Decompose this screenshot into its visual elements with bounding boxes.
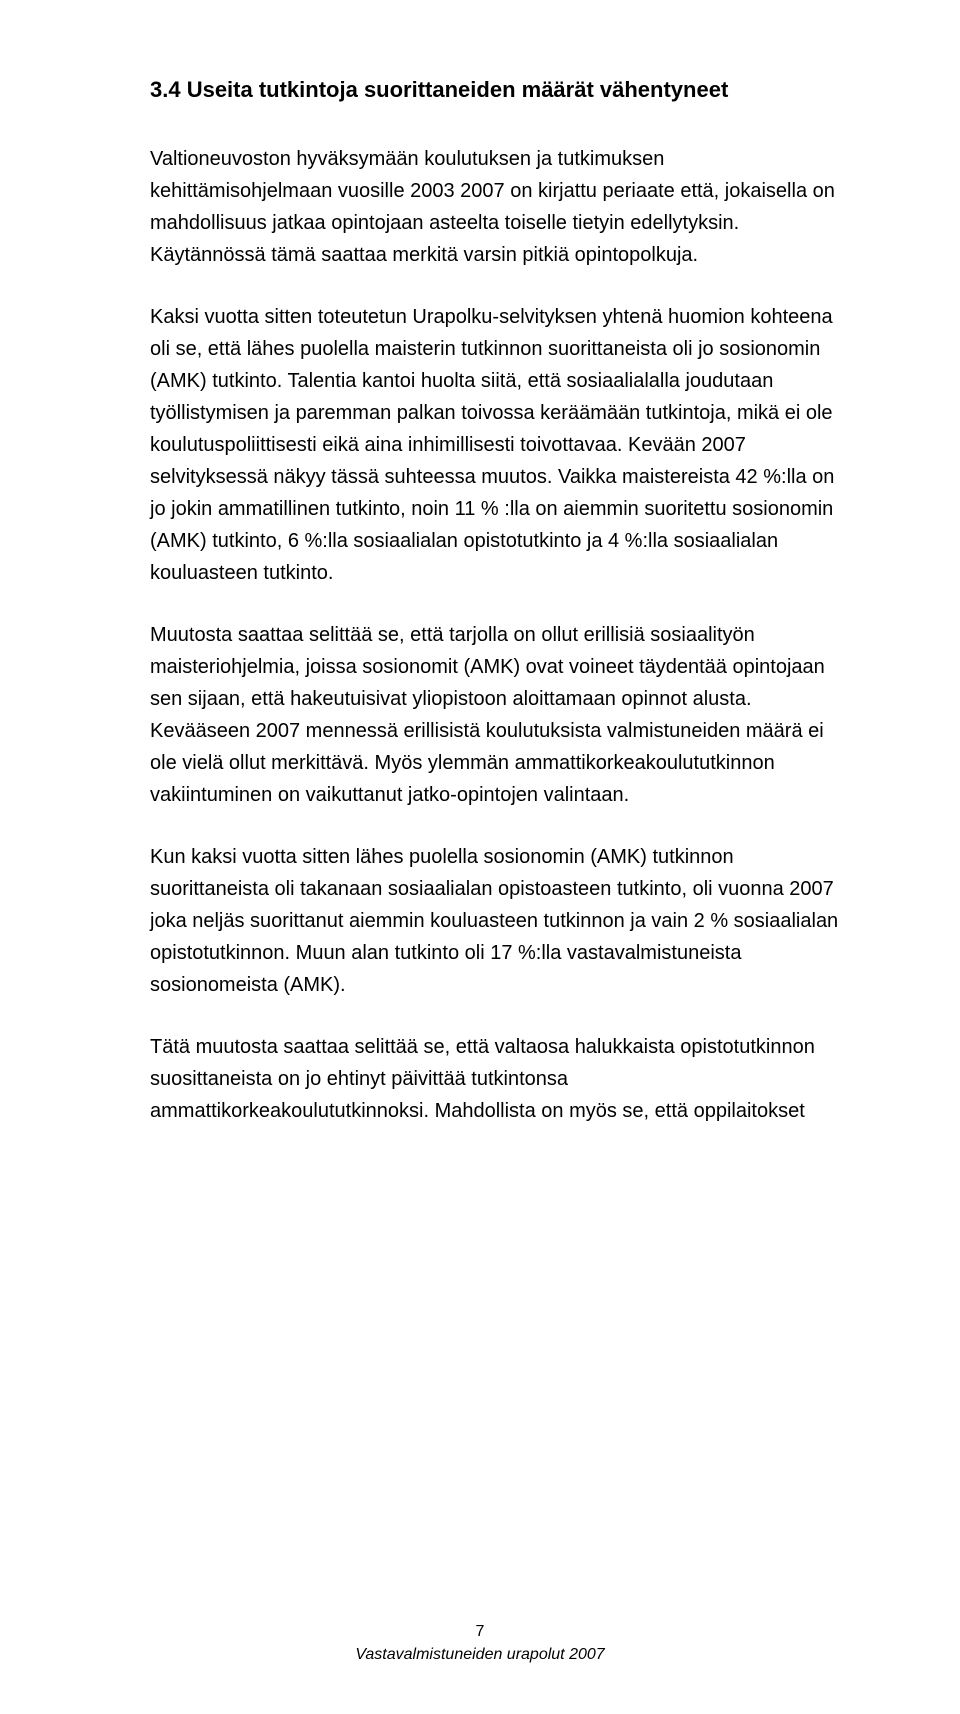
body-paragraph: Muutosta saattaa selittää se, että tarjo… bbox=[150, 619, 840, 811]
body-paragraph: Valtioneuvoston hyväksymään koulutuksen … bbox=[150, 143, 840, 271]
body-paragraph: Kaksi vuotta sitten toteutetun Urapolku-… bbox=[150, 301, 840, 589]
page-number: 7 bbox=[0, 1621, 960, 1643]
section-heading: 3.4 Useita tutkintoja suorittaneiden mää… bbox=[150, 72, 840, 107]
page-footer: 7 Vastavalmistuneiden urapolut 2007 bbox=[0, 1621, 960, 1666]
body-paragraph: Kun kaksi vuotta sitten lähes puolella s… bbox=[150, 841, 840, 1001]
footer-doc-title: Vastavalmistuneiden urapolut 2007 bbox=[0, 1644, 960, 1666]
body-paragraph: Tätä muutosta saattaa selittää se, että … bbox=[150, 1031, 840, 1127]
document-page: 3.4 Useita tutkintoja suorittaneiden mää… bbox=[0, 0, 960, 1714]
